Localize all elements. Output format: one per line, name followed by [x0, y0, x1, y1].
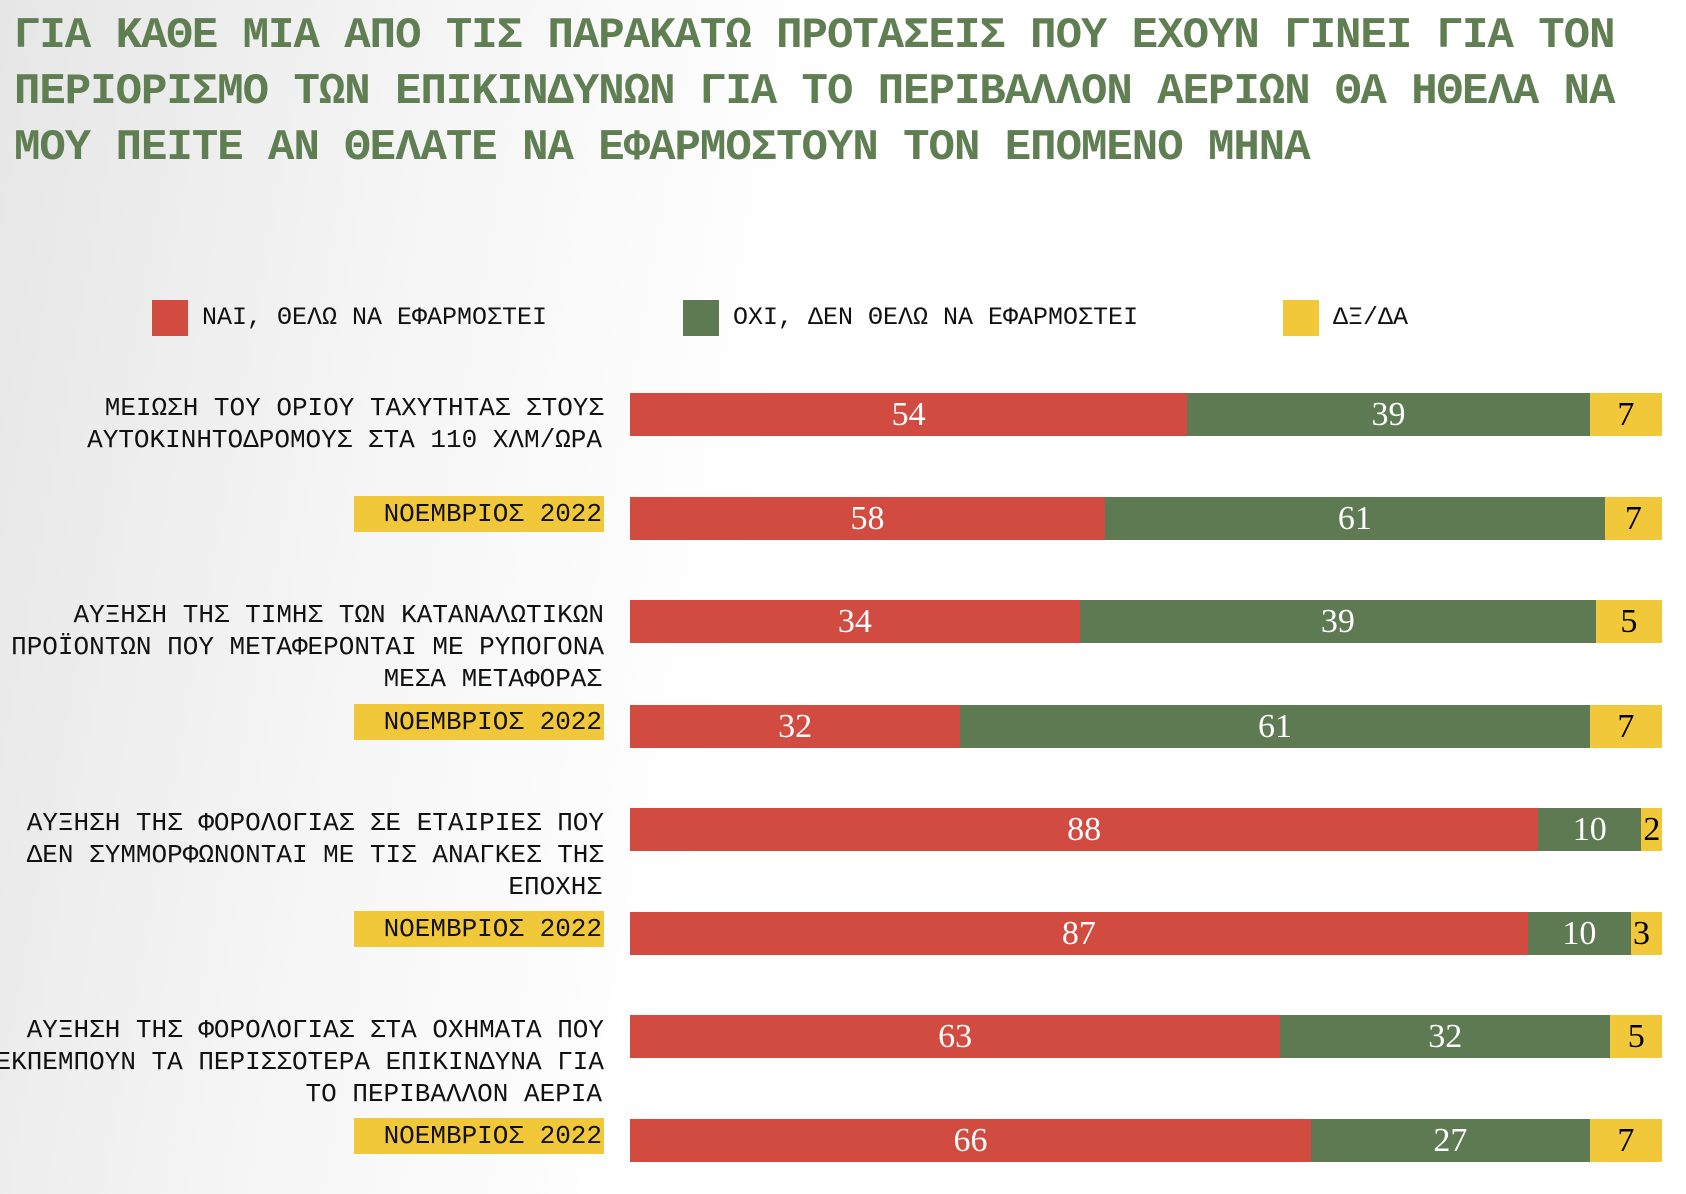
- value-label: 5: [1627, 1017, 1645, 1055]
- bar-segment: [1589, 392, 1662, 436]
- category-text: ΝΟΕΜΒΡΙΟΣ 2022: [353, 911, 604, 947]
- category-text: ΑΥΞΗΣΗ ΤΗΣ ΦΟΡΟΛΟΓΙΑΣ ΣΕ ΕΤΑΙΡΙΕΣ ΠΟΥ ΔΕ…: [26, 808, 604, 902]
- value-label: 66: [953, 1121, 988, 1159]
- value-label: 34: [837, 602, 872, 640]
- bar-segment: [630, 807, 1539, 851]
- bar-segment: [1610, 1014, 1662, 1058]
- bar-segment: [1527, 911, 1632, 955]
- bar-segment: [1538, 807, 1642, 851]
- bar-segment: [630, 1118, 1312, 1162]
- value-label: 32: [778, 707, 813, 745]
- bar-segment: [630, 911, 1528, 955]
- bar-segment: [1589, 704, 1662, 748]
- category-label: ΝΟΕΜΒΡΙΟΣ 2022: [0, 496, 604, 532]
- value-label: 27: [1433, 1121, 1468, 1159]
- bar-segment: [1105, 496, 1605, 540]
- value-label: 63: [938, 1017, 973, 1055]
- category-label: ΑΥΞΗΣΗ ΤΗΣ ΦΟΡΟΛΟΓΙΑΣ ΣΤΑ ΟΧΗΜΑΤΑ ΠΟΥ ΕΚ…: [0, 1014, 604, 1110]
- bar-segment: [630, 1014, 1281, 1058]
- value-label: 5: [1620, 602, 1638, 640]
- category-text: ΝΟΕΜΒΡΙΟΣ 2022: [353, 496, 604, 532]
- value-label: 61: [1337, 499, 1372, 537]
- bar-segment: [1079, 599, 1596, 643]
- value-label: 3: [1633, 914, 1651, 952]
- value-label: 54: [891, 395, 926, 433]
- bar-segment: [1631, 911, 1662, 955]
- category-text: ΜΕΙΩΣΗ ΤΟΥ ΟΡΙΟΥ ΤΑΧΥΤΗΤΑΣ ΣΤΟΥΣ ΑΥΤΟΚΙΝ…: [87, 393, 604, 455]
- value-label: 88: [1067, 810, 1102, 848]
- category-label: ΑΥΞΗΣΗ ΤΗΣ ΦΟΡΟΛΟΓΙΑΣ ΣΕ ΕΤΑΙΡΙΕΣ ΠΟΥ ΔΕ…: [0, 807, 604, 903]
- bar-segment: [1280, 1014, 1611, 1058]
- category-label: ΜΕΙΩΣΗ ΤΟΥ ΟΡΙΟΥ ΤΑΧΥΤΗΤΑΣ ΣΤΟΥΣ ΑΥΤΟΚΙΝ…: [0, 392, 604, 456]
- category-text: ΑΥΞΗΣΗ ΤΗΣ ΦΟΡΟΛΟΓΙΑΣ ΣΤΑ ΟΧΗΜΑΤΑ ΠΟΥ ΕΚ…: [0, 1015, 604, 1109]
- bar-segment: [1595, 599, 1662, 643]
- bar-segment: [630, 704, 961, 748]
- value-label: 39: [1371, 395, 1406, 433]
- value-label: 39: [1320, 602, 1355, 640]
- value-label: 87: [1061, 914, 1096, 952]
- value-label: 61: [1257, 707, 1292, 745]
- category-label: ΝΟΕΜΒΡΙΟΣ 2022: [0, 911, 604, 947]
- bar-segment: [1589, 1118, 1662, 1162]
- value-label: 10: [1562, 914, 1597, 952]
- bar-segment: [960, 704, 1590, 748]
- legend-label: ΟΧΙ, ΔΕΝ ΘΕΛΩ ΝΑ ΕΦΑΡΜΟΣΤΕΙ: [733, 303, 1139, 332]
- value-label: 32: [1428, 1017, 1463, 1055]
- legend-swatch: [152, 300, 188, 336]
- bar-segment: [630, 392, 1188, 436]
- bar-segment: [1641, 807, 1662, 851]
- value-label: 2: [1643, 810, 1661, 848]
- category-label: ΝΟΕΜΒΡΙΟΣ 2022: [0, 704, 604, 740]
- legend-swatch: [1283, 300, 1319, 336]
- category-label: ΑΥΞΗΣΗ ΤΗΣ ΤΙΜΗΣ ΤΩΝ ΚΑΤΑΝΑΛΩΤΙΚΩΝ ΠΡΟΪΟ…: [0, 599, 604, 695]
- category-text: ΝΟΕΜΒΡΙΟΣ 2022: [353, 1118, 604, 1154]
- value-label: 58: [850, 499, 885, 537]
- bar-segment: [630, 496, 1106, 540]
- category-text: ΝΟΕΜΒΡΙΟΣ 2022: [353, 704, 604, 740]
- value-label: 7: [1617, 1121, 1635, 1159]
- bar-segment: [630, 599, 1080, 643]
- legend-label: ΝΑΙ, ΘΕΛΩ ΝΑ ΕΦΑΡΜΟΣΤΕΙ: [202, 303, 548, 332]
- category-label: ΝΟΕΜΒΡΙΟΣ 2022: [0, 1118, 604, 1154]
- value-label: 10: [1572, 810, 1607, 848]
- bar-segment: [1311, 1118, 1590, 1162]
- chart-title: ΓΙΑ ΚΑΘΕ ΜΙΑ ΑΠΟ ΤΙΣ ΠΑΡΑΚΑΤΩ ΠΡΟΤΑΣΕΙΣ …: [14, 11, 1615, 173]
- value-label: 7: [1624, 499, 1642, 537]
- legend-label: ΔΞ/ΔΑ: [1333, 303, 1409, 332]
- value-label: 7: [1617, 395, 1635, 433]
- value-label: 7: [1617, 707, 1635, 745]
- category-text: ΑΥΞΗΣΗ ΤΗΣ ΤΙΜΗΣ ΤΩΝ ΚΑΤΑΝΑΛΩΤΙΚΩΝ ΠΡΟΪΟ…: [11, 600, 604, 694]
- bar-segment: [1604, 496, 1662, 540]
- legend-swatch: [683, 300, 719, 336]
- bar-segment: [1187, 392, 1590, 436]
